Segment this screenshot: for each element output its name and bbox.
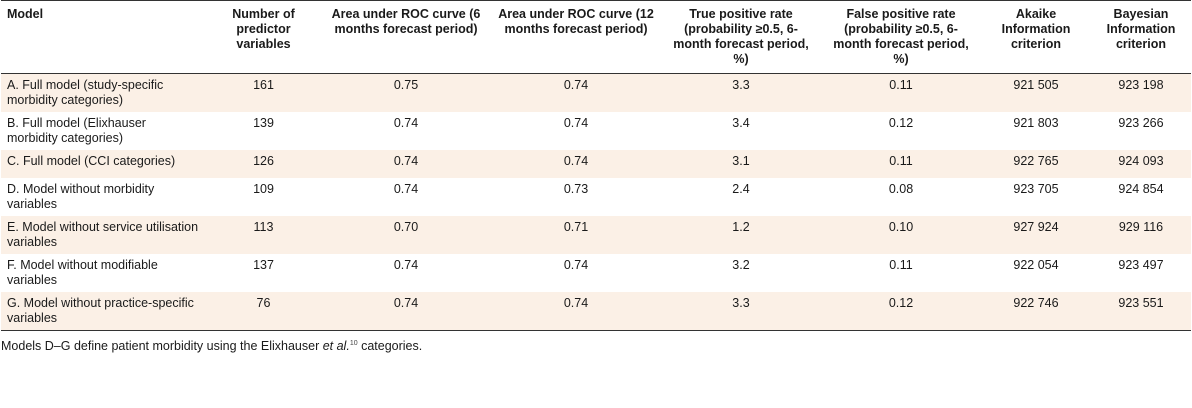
table-header: Model Number of predictor variables Area u… — [1, 0, 1191, 74]
cell-auc6: 0.75 — [393, 78, 419, 92]
cell-auc6: 0.74 — [393, 116, 419, 130]
cell-auc6: 0.74 — [393, 182, 419, 196]
cell-bic: 923 266 — [1118, 116, 1164, 130]
cell-auc12: 0.74 — [563, 296, 589, 310]
footnote-italic: et al. — [322, 339, 350, 353]
cell-fpr: 0.12 — [888, 296, 914, 310]
cell-tpr: 1.2 — [732, 220, 750, 234]
cell-predictors: 113 — [253, 220, 274, 234]
cell-model: A. Full model (study-specific morbidity … — [7, 78, 164, 107]
table-row: E. Model without service utilisation var… — [1, 216, 1191, 254]
column-header-fpr: False positive rate (probability ≥0.5, 6… — [833, 7, 969, 66]
cell-aic: 922 746 — [1013, 296, 1059, 310]
column-header-auc12: Area under ROC curve (12 months forecast… — [498, 7, 654, 36]
cell-predictors: 137 — [253, 258, 274, 272]
header-row: Model Number of predictor variables Area u… — [1, 0, 1191, 74]
column-header-predictors: Number of predictor variables — [232, 7, 295, 51]
cell-tpr: 2.4 — [732, 182, 750, 196]
table-body: A. Full model (study-specific morbidity … — [1, 73, 1191, 331]
table-row: B. Full model (Elixhauser morbidity cate… — [1, 112, 1191, 150]
footnote-text-before: Models D–G define patient morbidity usin… — [1, 339, 323, 353]
cell-auc12: 0.71 — [563, 220, 589, 234]
table-row: D. Model without morbidity variables 109 0… — [1, 178, 1191, 216]
cell-bic: 923 551 — [1118, 296, 1164, 310]
cell-auc12: 0.74 — [563, 258, 589, 272]
cell-auc12: 0.74 — [563, 78, 589, 92]
cell-model: D. Model without morbidity variables — [7, 182, 155, 211]
column-header-auc6: Area under ROC curve (6 months forecast … — [331, 7, 481, 36]
column-header-tpr: True positive rate (probability ≥0.5, 6-… — [673, 7, 809, 66]
cell-predictors: 161 — [253, 78, 274, 92]
cell-fpr: 0.08 — [888, 182, 914, 196]
cell-predictors: 76 — [256, 296, 271, 310]
cell-auc6: 0.74 — [393, 296, 419, 310]
cell-predictors: 139 — [253, 116, 274, 130]
footnote-text-after: categories. — [357, 339, 423, 353]
cell-bic: 929 116 — [1118, 220, 1164, 234]
cell-fpr: 0.10 — [888, 220, 914, 234]
table-footnote: Models D–G define patient morbidity usin… — [1, 339, 1192, 353]
cell-auc12: 0.73 — [563, 182, 589, 196]
cell-aic: 922 765 — [1013, 154, 1059, 168]
table-row: F. Model without modifiable variables 137… — [1, 254, 1191, 292]
cell-aic: 927 924 — [1013, 220, 1059, 234]
cell-predictors: 126 — [253, 154, 274, 168]
cell-aic: 921 803 — [1013, 116, 1059, 130]
cell-model: F. Model without modifiable variables — [7, 258, 158, 287]
cell-bic: 924 093 — [1118, 154, 1164, 168]
cell-auc12: 0.74 — [563, 154, 589, 168]
cell-auc12: 0.74 — [563, 116, 589, 130]
cell-auc6: 0.74 — [393, 258, 419, 272]
cell-aic: 923 705 — [1013, 182, 1059, 196]
cell-predictors: 109 — [253, 182, 274, 196]
cell-tpr: 3.3 — [732, 296, 750, 310]
column-header-aic: Akaike Information criterion — [1001, 7, 1071, 51]
cell-fpr: 0.11 — [889, 154, 913, 168]
cell-bic: 923 198 — [1118, 78, 1164, 92]
cell-tpr: 3.1 — [732, 154, 750, 168]
cell-model: G. Model without practice-specific varia… — [7, 296, 194, 325]
cell-bic: 924 854 — [1118, 182, 1164, 196]
cell-auc6: 0.74 — [393, 154, 419, 168]
cell-model: E. Model without service utilisation var… — [7, 220, 199, 249]
cell-aic: 922 054 — [1013, 258, 1059, 272]
results-table-container: Model Number of predictor variables Area u… — [1, 0, 1192, 353]
table-row: C. Full model (CCI categories) 126 0.74 0.7… — [1, 150, 1191, 178]
cell-auc6: 0.70 — [393, 220, 419, 234]
cell-aic: 921 505 — [1013, 78, 1059, 92]
column-header-bic: Bayesian Information criterion — [1106, 7, 1176, 51]
cell-tpr: 3.2 — [732, 258, 750, 272]
table-row: G. Model without practice-specific varia… — [1, 292, 1191, 331]
cell-model: C. Full model (CCI categories) — [7, 154, 176, 168]
cell-fpr: 0.12 — [888, 116, 914, 130]
cell-fpr: 0.11 — [889, 258, 913, 272]
cell-fpr: 0.11 — [889, 78, 913, 92]
column-header-model: Model — [7, 7, 44, 21]
cell-model: B. Full model (Elixhauser morbidity cate… — [7, 116, 146, 145]
cell-bic: 923 497 — [1118, 258, 1164, 272]
cell-tpr: 3.4 — [732, 116, 750, 130]
footnote-reference: 10 — [349, 339, 358, 347]
cell-tpr: 3.3 — [732, 78, 750, 92]
table-row: A. Full model (study-specific morbidity … — [1, 73, 1191, 112]
model-comparison-table: Model Number of predictor variables Area u… — [1, 0, 1191, 331]
